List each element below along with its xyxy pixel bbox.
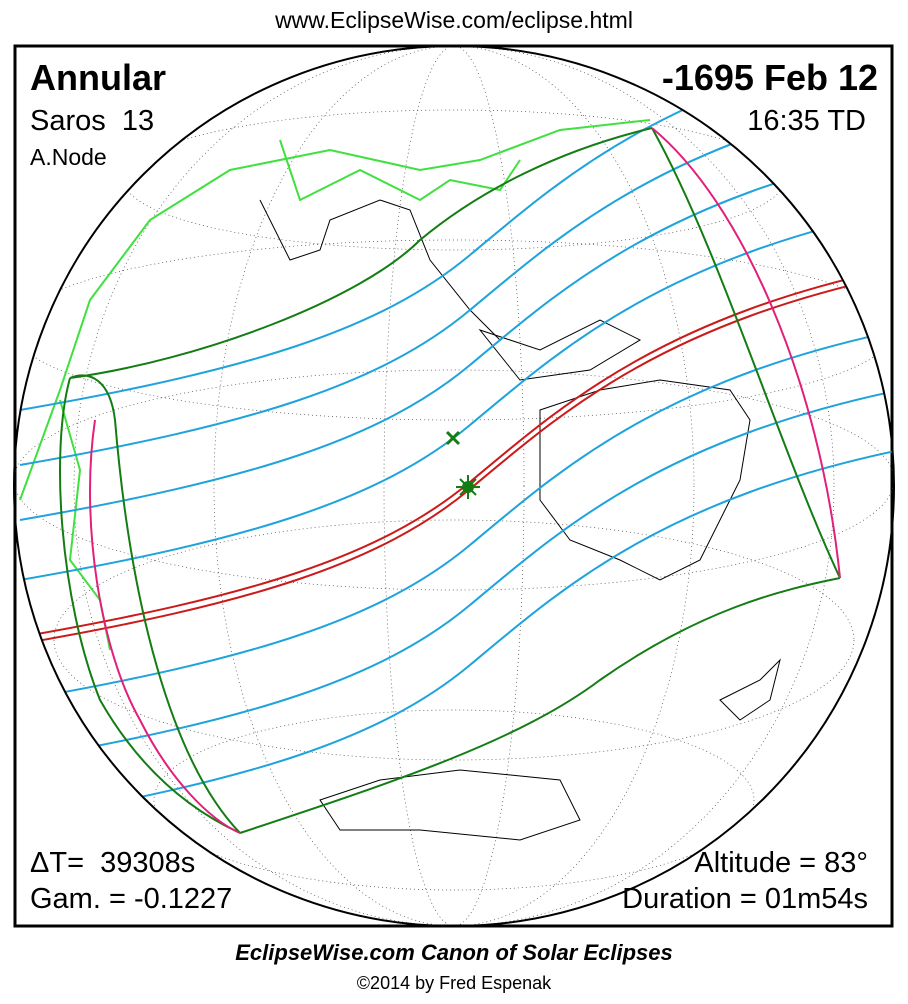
saros: Saros 13 bbox=[30, 105, 154, 137]
node: A.Node bbox=[30, 144, 107, 170]
altitude: Altitude = 83° bbox=[694, 847, 868, 879]
date: -1695 Feb 12 bbox=[662, 57, 878, 98]
path-limits bbox=[19, 46, 894, 834]
delta-t: ΔT= 39308s bbox=[30, 847, 195, 879]
landmasses bbox=[19, 119, 781, 841]
duration: Duration = 01m54s bbox=[622, 883, 868, 915]
url: www.EclipseWise.com/eclipse.html bbox=[274, 7, 633, 33]
graticule bbox=[14, 46, 894, 926]
frame bbox=[13, 44, 894, 928]
copyright: ©2014 by Fred Espenak bbox=[357, 973, 552, 993]
eclipse-type: Annular bbox=[30, 57, 166, 98]
gamma: Gam. = -0.1227 bbox=[30, 883, 232, 915]
footer-title: EclipseWise.com Canon of Solar Eclipses bbox=[235, 940, 673, 965]
time: 16:35 TD bbox=[747, 105, 866, 137]
globe-map bbox=[14, 46, 894, 926]
greatest-eclipse bbox=[445, 430, 480, 499]
globe-outline bbox=[13, 45, 895, 927]
